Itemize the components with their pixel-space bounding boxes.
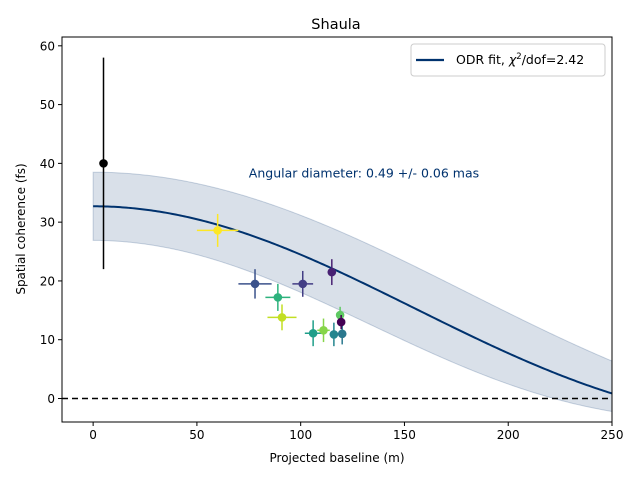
data-point-6 (292, 270, 314, 297)
data-point-4 (265, 283, 291, 311)
data-marker (329, 330, 339, 339)
data-marker (327, 267, 337, 277)
x-tick-label: 200 (497, 428, 520, 442)
data-point-13 (336, 315, 346, 330)
y-tick-label: 20 (40, 274, 55, 288)
legend-fit-label: ODR fit, χ2/dof=2.42 (456, 52, 584, 67)
data-marker (250, 279, 260, 289)
x-tick-label: 50 (189, 428, 204, 442)
data-point-10 (329, 322, 339, 347)
data-point-1 (99, 57, 108, 270)
y-tick-label: 30 (40, 216, 55, 230)
x-tick-label: 250 (601, 428, 624, 442)
data-marker (99, 159, 108, 168)
y-tick-label: 50 (40, 98, 55, 112)
data-marker (308, 328, 318, 338)
data-point-3 (238, 269, 272, 299)
legend: ODR fit, χ2/dof=2.42 (410, 43, 606, 77)
y-tick-label: 40 (40, 157, 55, 171)
y-tick-label: 10 (40, 333, 55, 347)
data-marker (213, 226, 222, 235)
data-point-12 (337, 323, 347, 345)
data-point-8 (317, 318, 330, 343)
data-marker (298, 279, 308, 289)
data-marker (277, 313, 287, 322)
chart-title: Shaula (311, 17, 360, 33)
angular-diameter-annotation: Angular diameter: 0.49 +/- 0.06 mas (249, 165, 479, 180)
data-marker (337, 329, 347, 339)
data-marker (273, 293, 283, 302)
data-marker (319, 326, 328, 335)
data-point-9 (327, 259, 337, 286)
data-point-5 (267, 304, 297, 331)
x-axis-label: Projected baseline (m) (270, 451, 405, 465)
data-marker (336, 317, 346, 327)
fit-uncertainty-band (92, 171, 613, 413)
plot-frame (61, 36, 613, 423)
y-tick-label: 60 (40, 39, 55, 53)
data-marker (335, 310, 345, 320)
legend-box (410, 43, 606, 77)
odr-fit-curve (93, 205, 613, 395)
y-axis-label: Spatial coherence (fs) (14, 163, 28, 294)
x-tick-label: 100 (289, 428, 312, 442)
data-point-7 (304, 320, 322, 347)
y-tick-label: 0 (47, 392, 55, 406)
data-point-2 (196, 213, 239, 247)
x-tick-label: 0 (89, 428, 97, 442)
x-tick-label: 150 (393, 428, 416, 442)
